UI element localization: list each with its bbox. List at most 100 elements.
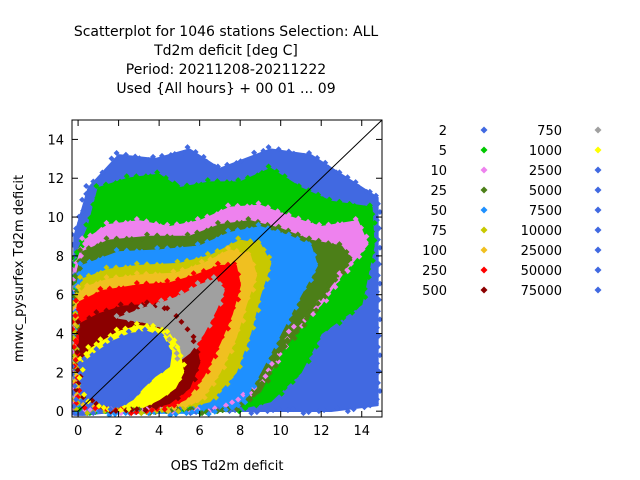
data-point: [133, 308, 140, 315]
data-point: [366, 202, 373, 209]
data-point: [285, 212, 292, 219]
data-point: [365, 274, 372, 281]
legend-marker: [480, 166, 488, 174]
data-point: [214, 178, 221, 185]
data-point: [133, 248, 140, 255]
data-point: [325, 240, 332, 247]
data-point: [133, 260, 140, 267]
data-point: [376, 280, 382, 287]
data-point: [103, 235, 110, 242]
data-point: [289, 379, 296, 386]
data-point: [112, 411, 119, 417]
data-point: [206, 322, 213, 329]
data-point: [90, 178, 97, 185]
legend-marker: [594, 206, 602, 214]
data-point: [235, 296, 242, 303]
data-point: [285, 328, 292, 335]
data-point: [225, 245, 232, 252]
data-point: [270, 407, 277, 414]
data-point: [228, 180, 235, 187]
data-point: [166, 295, 173, 302]
data-point: [206, 361, 213, 368]
data-point: [149, 249, 156, 256]
data-point: [113, 219, 120, 226]
data-point: [103, 274, 110, 281]
data-point: [113, 313, 120, 319]
data-point: [83, 294, 90, 301]
data-point: [143, 231, 150, 238]
data-point: [195, 336, 202, 342]
data-point: [169, 234, 176, 241]
data-point: [255, 200, 262, 207]
y-tick-label: 4: [56, 328, 64, 343]
data-point: [174, 182, 181, 189]
chart-title: Scatterplot for 1046 stations Selection:…: [74, 24, 379, 97]
data-point: [348, 221, 355, 228]
data-point: [127, 394, 134, 401]
data-point: [275, 328, 282, 335]
data-point: [95, 257, 102, 264]
data-point: [93, 309, 100, 316]
data-point: [162, 174, 169, 181]
data-point: [213, 394, 220, 401]
data-point: [326, 280, 333, 286]
legend-label: 75: [430, 224, 447, 239]
data-point: [167, 412, 174, 417]
legend-label: 2: [439, 124, 447, 139]
data-point: [75, 283, 82, 290]
data-point: [189, 245, 196, 252]
data-point: [100, 255, 107, 262]
data-point: [152, 271, 159, 278]
data-point: [106, 412, 113, 417]
legend: 2510255075100250500750100025005000750010…: [422, 124, 602, 299]
data-point: [134, 389, 141, 396]
data-point: [251, 149, 258, 156]
x-tick-label: 6: [196, 424, 204, 439]
data-point: [72, 326, 76, 333]
data-point: [171, 337, 178, 344]
data-point: [94, 194, 101, 201]
data-point: [192, 149, 199, 155]
data-point: [235, 177, 242, 184]
data-point: [274, 208, 281, 215]
data-point: [169, 263, 176, 270]
data-point: [244, 337, 251, 344]
data-point: [258, 169, 265, 176]
data-point: [127, 274, 134, 281]
data-point: [367, 402, 374, 409]
data-point: [290, 150, 297, 157]
data-point: [150, 371, 157, 378]
data-point: [234, 202, 241, 209]
data-point: [224, 161, 231, 168]
data-point: [181, 361, 188, 368]
data-point: [336, 169, 343, 176]
data-point: [368, 241, 375, 248]
data-point: [334, 405, 341, 412]
data-point: [103, 219, 110, 226]
data-point: [113, 326, 120, 333]
data-point: [376, 388, 382, 395]
data-point: [138, 410, 145, 417]
data-point: [253, 409, 260, 416]
data-point: [375, 368, 382, 375]
data-point: [204, 250, 211, 257]
data-point: [211, 408, 218, 415]
data-point: [253, 375, 260, 382]
data-point: [214, 338, 221, 345]
data-point: [281, 173, 288, 180]
data-point: [244, 391, 251, 398]
data-point: [183, 257, 190, 264]
data-point: [99, 169, 106, 176]
data-point: [332, 276, 339, 283]
data-point: [336, 320, 343, 327]
data-point: [122, 399, 129, 406]
data-point: [138, 248, 145, 255]
data-point: [77, 355, 84, 362]
data-point: [164, 389, 171, 396]
legend-label: 250: [422, 264, 447, 279]
data-point: [133, 280, 140, 286]
data-point: [321, 407, 328, 414]
data-point: [375, 332, 382, 339]
data-point: [74, 367, 81, 374]
data-point: [234, 219, 241, 226]
